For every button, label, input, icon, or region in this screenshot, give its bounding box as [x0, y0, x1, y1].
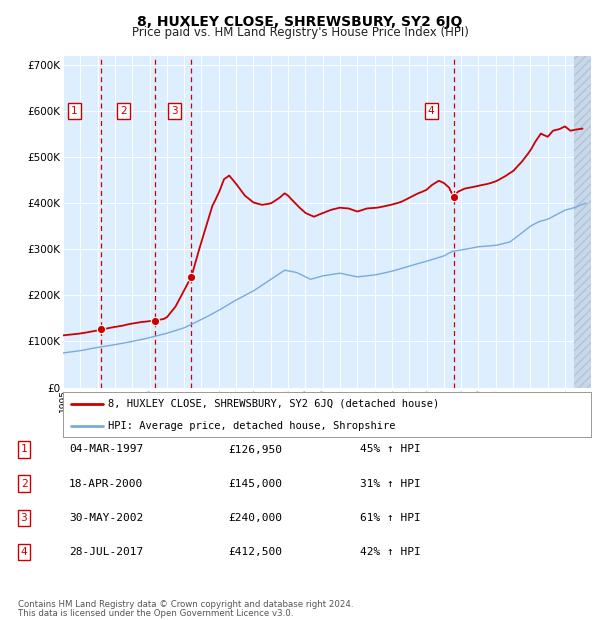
Text: Price paid vs. HM Land Registry's House Price Index (HPI): Price paid vs. HM Land Registry's House …: [131, 26, 469, 38]
Text: HPI: Average price, detached house, Shropshire: HPI: Average price, detached house, Shro…: [108, 421, 395, 431]
Text: 4: 4: [428, 106, 434, 116]
Text: 3: 3: [171, 106, 178, 116]
Text: 3: 3: [20, 513, 28, 523]
Text: 30-MAY-2002: 30-MAY-2002: [69, 513, 143, 523]
Text: Contains HM Land Registry data © Crown copyright and database right 2024.: Contains HM Land Registry data © Crown c…: [18, 600, 353, 609]
Text: £240,000: £240,000: [228, 513, 282, 523]
Text: 1: 1: [71, 106, 78, 116]
Text: £145,000: £145,000: [228, 479, 282, 489]
Text: 2: 2: [120, 106, 127, 116]
Text: 8, HUXLEY CLOSE, SHREWSBURY, SY2 6JQ: 8, HUXLEY CLOSE, SHREWSBURY, SY2 6JQ: [137, 15, 463, 29]
Text: 18-APR-2000: 18-APR-2000: [69, 479, 143, 489]
Text: £126,950: £126,950: [228, 445, 282, 454]
Text: 61% ↑ HPI: 61% ↑ HPI: [360, 513, 421, 523]
Text: 31% ↑ HPI: 31% ↑ HPI: [360, 479, 421, 489]
Text: 04-MAR-1997: 04-MAR-1997: [69, 445, 143, 454]
Text: 2: 2: [20, 479, 28, 489]
Bar: [574, 56, 600, 388]
Text: 1: 1: [20, 445, 28, 454]
Text: 45% ↑ HPI: 45% ↑ HPI: [360, 445, 421, 454]
Text: This data is licensed under the Open Government Licence v3.0.: This data is licensed under the Open Gov…: [18, 609, 293, 618]
Text: 8, HUXLEY CLOSE, SHREWSBURY, SY2 6JQ (detached house): 8, HUXLEY CLOSE, SHREWSBURY, SY2 6JQ (de…: [108, 399, 439, 409]
Text: 4: 4: [20, 547, 28, 557]
Text: 42% ↑ HPI: 42% ↑ HPI: [360, 547, 421, 557]
Text: £412,500: £412,500: [228, 547, 282, 557]
Text: 28-JUL-2017: 28-JUL-2017: [69, 547, 143, 557]
